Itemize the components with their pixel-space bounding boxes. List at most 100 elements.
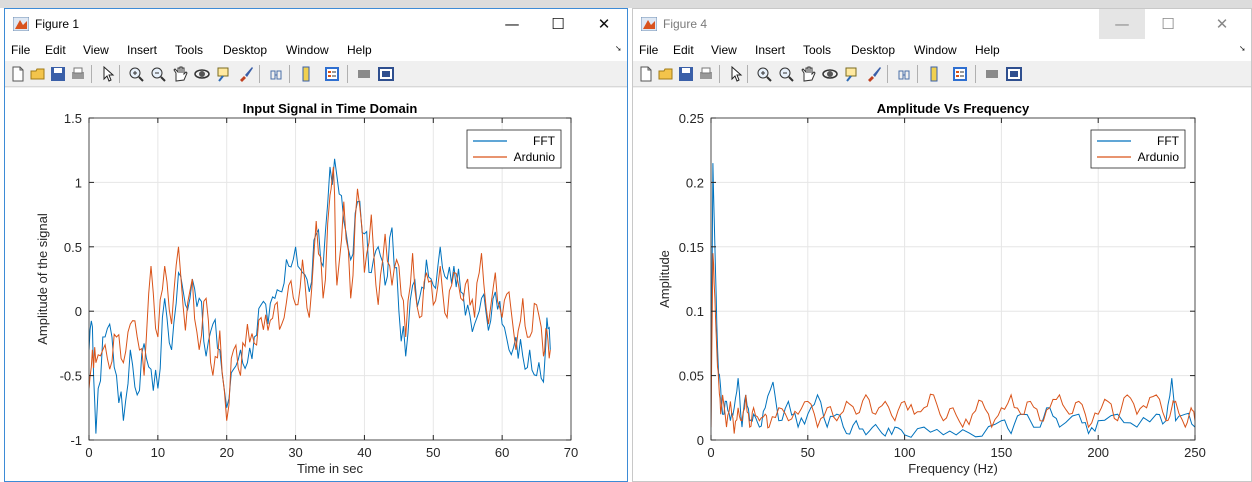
chart-title: Input Signal in Time Domain [243,101,418,116]
menu-view[interactable]: View [83,43,109,57]
link-plot-icon[interactable] [267,65,285,83]
y-tick-label: -0.5 [60,369,82,384]
series-line-ardunio [89,166,551,421]
menu-help[interactable]: Help [347,43,372,57]
new-figure-icon[interactable] [637,65,655,83]
menu-desktop[interactable]: Desktop [851,43,896,57]
rotate-3d-icon[interactable] [193,65,211,83]
legend-icon[interactable] [951,65,969,83]
maximize-button[interactable]: ☐ [551,15,565,33]
show-plot-tools-icon[interactable] [1005,65,1023,83]
time-domain-chart[interactable]: 0 10 20 30 40 50 60 70 -1 -0.5 0 0.5 1 1.5 Input Signa… [5,88,628,482]
menu-desktop[interactable]: Desktop [223,43,268,57]
menu-window[interactable]: Window [914,43,957,57]
menu-insert[interactable]: Insert [127,43,158,57]
toolbar-separator [719,65,720,83]
maximize-button[interactable]: ☐ [1161,15,1175,33]
toolbar-separator [289,65,290,83]
legend-label-fft: FFT [533,134,556,148]
legend-label-ardunio: Ardunio [514,150,556,164]
series-line-ardunio [711,253,1195,434]
save-icon[interactable] [677,65,695,83]
menu-file[interactable]: File [11,43,31,57]
figure-toolbar [633,61,1251,87]
menu-insert[interactable]: Insert [755,43,786,57]
legend: FFT Ardunio [1090,129,1186,169]
menu-bar: File Edit View Insert Tools Desktop Wind… [5,39,627,61]
x-tick-label: 250 [1184,445,1206,460]
figure-toolbar [5,61,627,87]
y-tick-label: 0.25 [679,111,704,126]
print-icon[interactable] [697,65,715,83]
toolbar-separator [917,65,918,83]
x-axis-label: Time in sec [297,461,363,476]
toolbar-separator [347,65,348,83]
dock-arrow-icon[interactable]: ➘ [1239,44,1246,53]
open-file-icon[interactable] [657,65,675,83]
frequency-spectrum-chart[interactable]: 0 50 100 150 200 250 0 0.05 0.1 0.15 0.2 0.25 Amplit… [633,88,1252,482]
colorbar-icon[interactable] [297,65,315,83]
close-button[interactable]: ✕ [1215,15,1229,33]
legend-box [466,129,562,169]
menu-tools[interactable]: Tools [803,43,832,57]
minimize-button[interactable]: — [504,15,520,33]
zoom-out-icon[interactable] [777,65,795,83]
data-cursor-icon[interactable] [215,65,233,83]
menu-tools[interactable]: Tools [175,43,204,57]
series-line-fft [711,163,1195,438]
brush-icon[interactable] [865,65,883,83]
x-tick-label: 10 [151,445,165,460]
data-cursor-icon[interactable] [843,65,861,83]
zoom-in-icon[interactable] [127,65,145,83]
figure-4-window: Figure 4 — ☐ ✕ File Edit View Insert Too… [632,8,1252,482]
axes-box [88,117,572,441]
hide-plot-tools-icon[interactable] [355,65,373,83]
show-plot-tools-icon[interactable] [377,65,395,83]
new-figure-icon[interactable] [9,65,27,83]
pointer-icon[interactable] [727,65,745,83]
series-line-fft [89,158,551,434]
title-bar[interactable]: Figure 4 — ☐ ✕ [633,9,1251,39]
zoom-out-icon[interactable] [149,65,167,83]
pan-icon[interactable] [171,65,189,83]
x-tick-label: 70 [564,445,578,460]
matlab-figure-icon [13,17,29,31]
open-file-icon[interactable] [29,65,47,83]
pointer-icon[interactable] [99,65,117,83]
y-axis-label: Amplitude of the signal [35,213,50,345]
dock-arrow-icon[interactable]: ➘ [615,44,622,53]
menu-edit[interactable]: Edit [673,43,694,57]
save-icon[interactable] [49,65,67,83]
y-tick-label: 0 [697,433,704,448]
colorbar-icon[interactable] [925,65,943,83]
x-tick-label: 60 [495,445,509,460]
title-bar[interactable]: Figure 1 — ☐ ✕ [5,9,627,39]
legend-label-fft: FFT [1157,134,1180,148]
menu-window[interactable]: Window [286,43,329,57]
print-icon[interactable] [69,65,87,83]
y-axis-label: Amplitude [657,250,672,308]
x-tick-label: 150 [991,445,1013,460]
rotate-3d-icon[interactable] [821,65,839,83]
pan-icon[interactable] [799,65,817,83]
y-tick-label: 0.15 [679,240,704,255]
x-axis-label: Frequency (Hz) [908,461,998,476]
hide-plot-tools-icon[interactable] [983,65,1001,83]
minimize-button[interactable]: — [1099,9,1145,39]
legend-icon[interactable] [323,65,341,83]
menu-file[interactable]: File [639,43,659,57]
close-button[interactable]: ✕ [597,15,611,33]
toolbar-separator [747,65,748,83]
zoom-in-icon[interactable] [755,65,773,83]
y-tick-label: 0.1 [686,304,704,319]
legend-label-ardunio: Ardunio [1138,150,1180,164]
toolbar-separator [91,65,92,83]
x-tick-label: 0 [707,445,714,460]
legend-box [1090,129,1186,169]
brush-icon[interactable] [237,65,255,83]
menu-view[interactable]: View [711,43,737,57]
link-plot-icon[interactable] [895,65,913,83]
menu-help[interactable]: Help [975,43,1000,57]
x-tick-label: 50 [801,445,815,460]
menu-edit[interactable]: Edit [45,43,66,57]
